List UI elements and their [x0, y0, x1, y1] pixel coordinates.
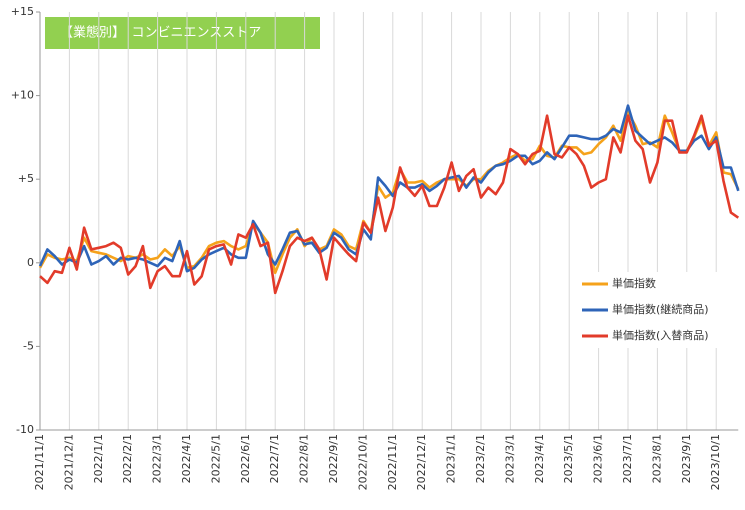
- y-tick-label: -10: [16, 423, 34, 436]
- x-tick-label: 2023/4/1: [533, 434, 546, 483]
- x-tick-label: 2022/6/1: [239, 434, 252, 483]
- x-tick-label: 2021/12/1: [62, 434, 75, 490]
- x-tick-label: 2023/7/1: [621, 434, 634, 483]
- y-tick-label: 0: [27, 256, 34, 269]
- x-tick-label: 2023/10/1: [709, 434, 722, 490]
- y-tick-label: +5: [18, 172, 34, 185]
- x-tick-label: 2022/10/1: [356, 434, 369, 490]
- x-tick-label: 2021/11/1: [33, 434, 46, 490]
- x-tick-label: 2022/11/1: [386, 434, 399, 490]
- x-tick-label: 2023/2/1: [474, 434, 487, 483]
- grid: [39, 12, 717, 430]
- x-tick-label: 2023/8/1: [650, 434, 663, 483]
- y-tick-label: +15: [11, 5, 34, 18]
- x-tick-label: 2022/5/1: [209, 434, 222, 483]
- y-tick-label: +10: [11, 89, 34, 102]
- series-line: [38, 104, 740, 273]
- x-tick-label: 2023/3/1: [503, 434, 516, 483]
- x-tick-label: 2023/6/1: [592, 434, 605, 483]
- series-line: [39, 114, 740, 295]
- x-tick-label: 2023/5/1: [562, 434, 575, 483]
- x-tick-label: 2022/1/1: [92, 434, 105, 483]
- x-tick-label: 2023/9/1: [680, 434, 693, 483]
- x-tick-label: 2022/4/1: [180, 434, 193, 483]
- chart-title: 【業態別】 コンビニエンスストア: [60, 25, 261, 41]
- legend-label: 単価指数(継続商品): [612, 302, 709, 316]
- x-tick-label: 2022/9/1: [327, 434, 340, 483]
- series-line: [38, 111, 740, 275]
- title-box: [45, 17, 320, 49]
- x-tick-label: 2022/3/1: [151, 434, 164, 483]
- x-tick-label: 2022/8/1: [298, 434, 311, 483]
- x-tick-label: 2023/1/1: [445, 434, 458, 483]
- y-tick-label: -5: [23, 339, 34, 352]
- legend-label: 単価指数: [612, 276, 656, 290]
- x-tick-label: 2022/7/1: [268, 434, 281, 483]
- x-tick-label: 2022/12/1: [415, 434, 428, 490]
- legend-label: 単価指数(入替商品): [612, 328, 709, 342]
- x-tick-label: 2022/2/1: [121, 434, 134, 483]
